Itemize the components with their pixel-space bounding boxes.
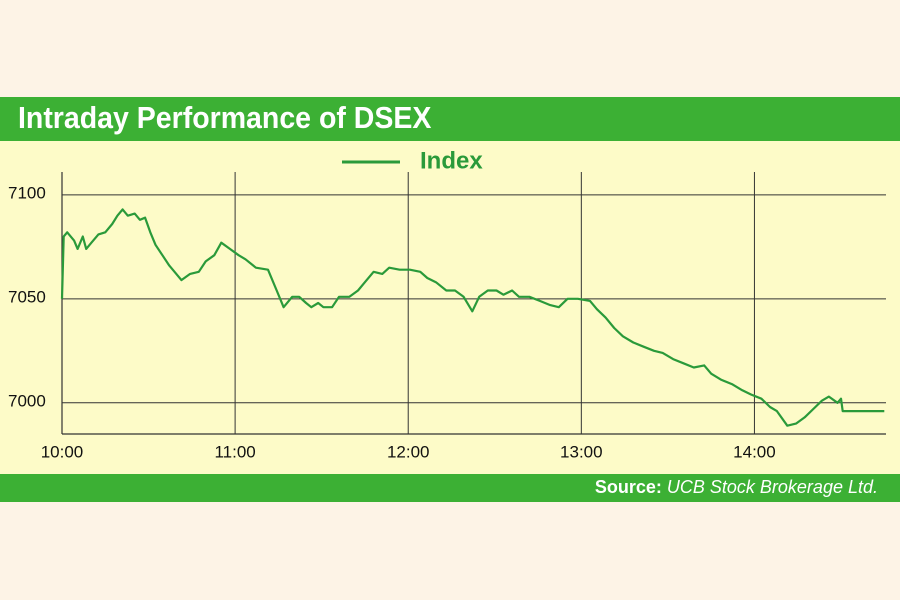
source: Source: UCB Stock Brokerage Ltd. [595,477,878,497]
legend-label: Index [420,147,483,174]
x-tick-label: 10:00 [41,442,84,461]
source-text: UCB Stock Brokerage Ltd. [667,477,878,497]
y-tick-label: 7050 [8,287,46,306]
footer-banner [0,474,900,502]
x-tick-label: 11:00 [214,442,255,461]
index-line [60,208,885,427]
plot-background [0,141,900,474]
x-tick-label: 12:00 [387,442,430,461]
y-tick-label: 7000 [8,391,46,410]
title-banner [0,97,900,141]
x-tick-label: 13:00 [560,442,603,461]
chart-title: Intraday Performance of DSEX [18,101,432,135]
source-label: Source: [595,477,662,497]
y-tick-label: 7100 [8,183,46,202]
x-tick-label: 14:00 [733,442,776,461]
